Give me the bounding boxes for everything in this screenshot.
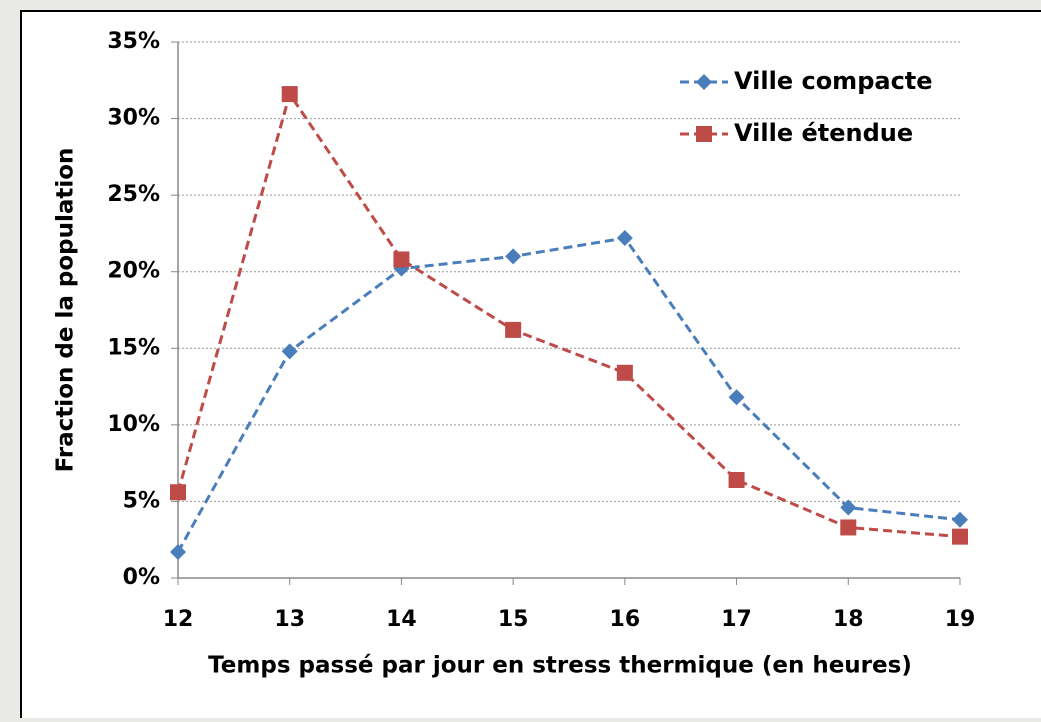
x-axis-title: Temps passé par jour en stress thermique…	[208, 653, 912, 679]
y-tick-label: 10%	[107, 412, 160, 437]
marker	[281, 343, 298, 360]
marker	[840, 519, 857, 536]
marker	[728, 389, 745, 406]
series-line	[176, 90, 961, 539]
x-tick-label: 13	[274, 607, 305, 632]
y-tick-label: 15%	[107, 335, 160, 360]
marker	[505, 321, 522, 338]
y-tick-label: 0%	[123, 565, 160, 590]
x-tick-label: 17	[721, 607, 752, 632]
marker	[952, 511, 968, 528]
x-tick-label: 19	[945, 607, 976, 632]
series-line	[176, 236, 961, 553]
x-tick-label: 18	[833, 607, 864, 632]
x-tick-label: 14	[386, 607, 417, 632]
y-tick-label: 30%	[107, 106, 160, 131]
legend-label: Ville compacte	[734, 67, 933, 95]
x-tick-label: 16	[610, 607, 641, 632]
marker	[505, 248, 522, 265]
y-tick-label: 25%	[107, 182, 160, 207]
legend-marker	[696, 126, 712, 142]
y-axis-title: Fraction de la population	[53, 148, 79, 473]
marker	[170, 543, 186, 560]
legend-marker	[696, 74, 712, 90]
chart-frame	[20, 10, 1041, 722]
y-tick-label: 35%	[107, 29, 160, 54]
x-tick-label: 15	[498, 607, 529, 632]
y-tick-label: 20%	[107, 259, 160, 284]
marker	[616, 364, 633, 381]
marker	[616, 230, 633, 247]
marker	[393, 251, 410, 268]
legend-label: Ville étendue	[734, 119, 913, 147]
marker	[728, 471, 745, 488]
y-tick-label: 5%	[123, 488, 160, 513]
x-tick-label: 12	[163, 607, 194, 632]
marker	[840, 499, 857, 516]
marker	[281, 86, 298, 103]
marker	[170, 484, 186, 501]
marker	[952, 528, 968, 545]
